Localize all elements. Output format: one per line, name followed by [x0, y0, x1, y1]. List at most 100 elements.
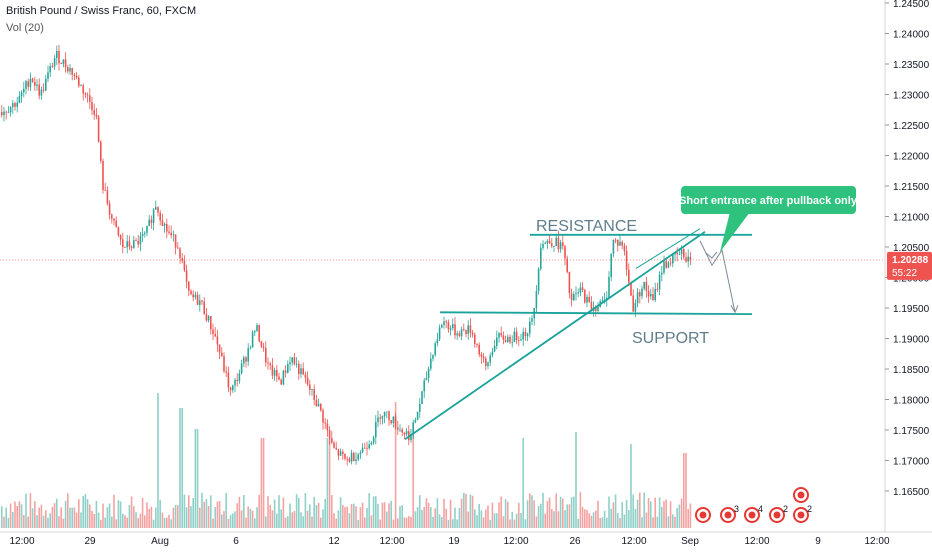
candle-body [586, 297, 588, 303]
ascending-trendline-line[interactable] [404, 231, 706, 440]
candle-body [656, 289, 659, 290]
volume-bar [548, 497, 551, 528]
candle-body [150, 219, 153, 224]
candle-body [86, 94, 89, 96]
candle-body [304, 374, 307, 378]
volume-bar [267, 496, 269, 528]
candle-body [531, 318, 533, 322]
volume-bar [168, 514, 170, 528]
candle-body [390, 420, 392, 424]
candle-body [625, 251, 628, 270]
x-tick-label: 6 [233, 536, 239, 547]
candle-body [476, 344, 478, 345]
callout-box[interactable] [681, 186, 856, 214]
volume-bar [322, 509, 324, 528]
volume-bar [203, 501, 205, 528]
volume-bar [588, 513, 590, 528]
volume-bar [309, 504, 311, 528]
candle-body [557, 237, 560, 250]
candle-body [595, 307, 597, 311]
candle-body [229, 387, 232, 391]
candle-body [359, 452, 362, 455]
candle-body [124, 247, 126, 248]
volume-bar [366, 507, 368, 528]
volume-bar [302, 516, 304, 528]
candle-body [458, 333, 461, 337]
candle-body [663, 261, 665, 273]
candle-body [12, 103, 14, 107]
volume-bar [69, 507, 71, 528]
candle-body [18, 96, 21, 103]
y-tick-label: 1.21500 [893, 182, 930, 193]
volume-bar [394, 402, 397, 528]
volume-bar [654, 497, 656, 528]
callout-text: Short entrance after pullback only [679, 195, 858, 207]
volume-bar [614, 494, 617, 528]
volume-bar [625, 500, 628, 528]
candle-body [661, 272, 663, 275]
volume-bar [339, 497, 342, 528]
volume-bar [126, 517, 128, 528]
candle-body [339, 451, 342, 456]
volume-bar [487, 505, 489, 528]
candle-body [265, 348, 267, 363]
candle-body [597, 306, 599, 311]
volume-bar [535, 516, 538, 528]
candle-body [687, 256, 689, 262]
volume-bar [251, 510, 254, 528]
volume-bar [603, 510, 606, 528]
projection-path[interactable] [699, 240, 736, 313]
volume-bar [155, 507, 157, 528]
candle-body [515, 331, 518, 340]
symbol-title[interactable]: British Pound / Swiss Franc, 60, FXCM [6, 5, 197, 17]
volume-bar [524, 519, 527, 528]
volume-bar [482, 517, 485, 528]
volume-bar [36, 515, 38, 528]
candle-body [449, 328, 452, 330]
candle-body [632, 295, 634, 312]
volume-bar [520, 512, 522, 528]
volume-bar [45, 510, 47, 528]
volume-bar [53, 503, 56, 528]
volume-bar [452, 519, 454, 528]
support-line[interactable] [439, 311, 753, 315]
candle-body [634, 303, 637, 312]
candle-body [256, 325, 258, 332]
volume-bar [370, 515, 373, 528]
candle-body [672, 254, 674, 264]
candle-body [654, 289, 656, 301]
volume-bar [34, 501, 36, 528]
volume-bar [75, 512, 78, 528]
volume-bar [276, 513, 278, 528]
candle-body [36, 84, 38, 86]
candle-body [238, 373, 241, 382]
volume-bar [78, 499, 80, 528]
volume-bar [331, 495, 333, 528]
candle-body [97, 116, 100, 142]
volume-bar [540, 503, 542, 528]
volume-bar [493, 513, 496, 528]
candle-body [491, 351, 494, 356]
candle-body [302, 368, 304, 375]
upper-channel-line[interactable] [635, 228, 701, 269]
volume-bar [205, 499, 208, 528]
candle-body [465, 330, 467, 335]
volume-bar [575, 432, 577, 528]
candle-body [399, 429, 401, 431]
candle-body [62, 59, 65, 64]
volume-bar [313, 496, 315, 528]
candle-body [333, 442, 335, 448]
volume-bar [245, 517, 247, 528]
volume-bar [584, 509, 586, 528]
volume-bar [628, 510, 630, 528]
volume-bar [58, 516, 60, 528]
candle-body [344, 454, 346, 459]
candle-body [526, 333, 529, 337]
volume-indicator-label[interactable]: Vol (20) [6, 22, 44, 34]
volume-bar [537, 505, 540, 528]
volume-bar [335, 518, 337, 528]
candle-body [227, 372, 230, 388]
volume-bar [300, 512, 302, 528]
